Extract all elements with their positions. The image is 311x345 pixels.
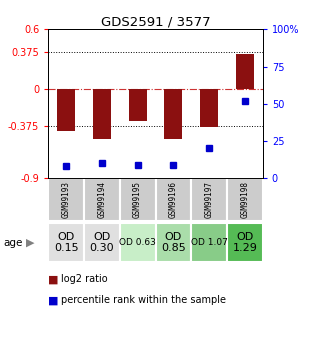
FancyBboxPatch shape (156, 178, 191, 221)
Text: age: age (3, 238, 22, 247)
Text: OD 1.07: OD 1.07 (191, 238, 228, 247)
FancyBboxPatch shape (227, 223, 263, 262)
Title: GDS2591 / 3577: GDS2591 / 3577 (101, 15, 210, 28)
Text: OD
0.85: OD 0.85 (161, 231, 186, 253)
Bar (57, 89, 75, 131)
Text: GSM99197: GSM99197 (205, 181, 214, 218)
FancyBboxPatch shape (48, 223, 84, 262)
FancyBboxPatch shape (84, 223, 120, 262)
Text: GSM99196: GSM99196 (169, 181, 178, 218)
FancyBboxPatch shape (48, 178, 84, 221)
Text: OD
1.29: OD 1.29 (233, 231, 257, 253)
FancyBboxPatch shape (120, 223, 156, 262)
FancyBboxPatch shape (84, 178, 120, 221)
Text: GSM99195: GSM99195 (133, 181, 142, 218)
Bar (129, 89, 146, 121)
Text: GSM99198: GSM99198 (240, 181, 249, 218)
Text: OD
0.30: OD 0.30 (90, 231, 114, 253)
Bar (165, 89, 182, 139)
Text: GSM99194: GSM99194 (97, 181, 106, 218)
FancyBboxPatch shape (191, 178, 227, 221)
FancyBboxPatch shape (120, 178, 156, 221)
Text: OD 0.63: OD 0.63 (119, 238, 156, 247)
Text: percentile rank within the sample: percentile rank within the sample (61, 295, 226, 305)
Text: ■: ■ (48, 295, 59, 305)
FancyBboxPatch shape (191, 223, 227, 262)
Bar (93, 89, 111, 139)
Bar (200, 89, 218, 127)
FancyBboxPatch shape (156, 223, 191, 262)
Text: GSM99193: GSM99193 (62, 181, 71, 218)
Text: OD
0.15: OD 0.15 (54, 231, 78, 253)
Text: ■: ■ (48, 275, 59, 284)
Text: ▶: ▶ (26, 238, 35, 247)
FancyBboxPatch shape (227, 178, 263, 221)
Text: log2 ratio: log2 ratio (61, 275, 107, 284)
Bar (236, 54, 254, 89)
